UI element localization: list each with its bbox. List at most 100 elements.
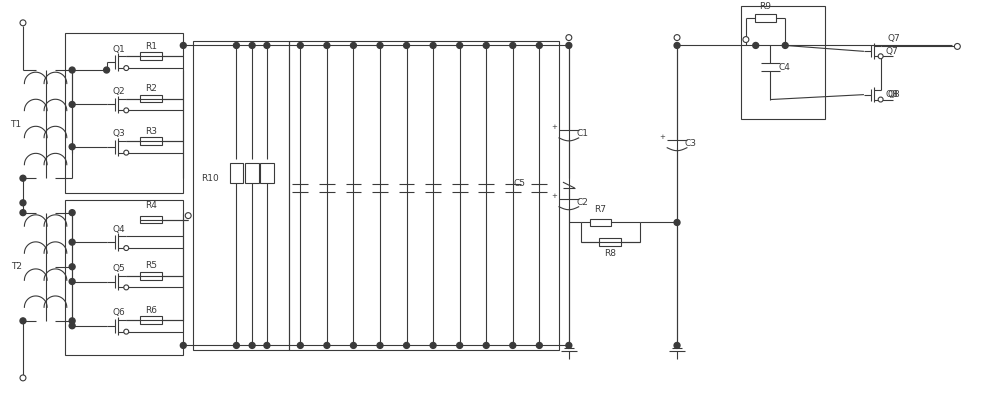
Text: C2: C2: [577, 198, 589, 208]
Circle shape: [536, 343, 542, 348]
Circle shape: [324, 42, 330, 48]
Circle shape: [264, 42, 270, 48]
Bar: [65, 200, 183, 355]
Circle shape: [878, 97, 883, 102]
Circle shape: [20, 200, 26, 206]
Circle shape: [297, 42, 303, 48]
Circle shape: [20, 20, 26, 26]
Text: R6: R6: [145, 306, 157, 314]
Bar: [741, 6, 825, 119]
Text: C3: C3: [685, 139, 697, 148]
Circle shape: [674, 343, 680, 348]
Bar: [230, 164, 243, 183]
Circle shape: [104, 67, 110, 73]
Text: T1: T1: [11, 120, 22, 129]
Circle shape: [20, 175, 26, 181]
Circle shape: [674, 219, 680, 225]
Text: +: +: [551, 124, 557, 130]
Circle shape: [483, 343, 489, 348]
Circle shape: [69, 318, 75, 324]
Circle shape: [483, 42, 489, 48]
Circle shape: [510, 42, 516, 48]
Circle shape: [457, 343, 463, 348]
Text: +: +: [551, 193, 557, 199]
Circle shape: [124, 108, 129, 113]
Text: R9: R9: [760, 2, 772, 11]
Circle shape: [457, 42, 463, 48]
Circle shape: [878, 54, 883, 59]
Circle shape: [510, 343, 516, 348]
Bar: [140, 272, 162, 280]
Text: R10: R10: [201, 174, 219, 183]
Circle shape: [124, 150, 129, 155]
Circle shape: [536, 42, 542, 48]
Circle shape: [249, 42, 255, 48]
Circle shape: [69, 239, 75, 245]
Circle shape: [297, 343, 303, 348]
Bar: [260, 164, 274, 183]
Circle shape: [350, 343, 356, 348]
Circle shape: [233, 343, 239, 348]
Text: C4: C4: [778, 63, 790, 72]
Text: Q3: Q3: [112, 129, 125, 139]
Circle shape: [377, 42, 383, 48]
Text: Q5: Q5: [112, 264, 125, 273]
Circle shape: [69, 278, 75, 284]
Circle shape: [124, 66, 129, 70]
Bar: [140, 52, 162, 60]
Circle shape: [404, 343, 410, 348]
Circle shape: [233, 42, 239, 48]
Text: C5: C5: [514, 179, 526, 188]
Circle shape: [430, 343, 436, 348]
Text: Q1: Q1: [112, 45, 125, 54]
Text: R2: R2: [145, 84, 157, 93]
Circle shape: [69, 323, 75, 329]
Circle shape: [185, 213, 191, 219]
Text: R1: R1: [145, 42, 157, 51]
Circle shape: [180, 42, 186, 48]
Circle shape: [69, 264, 75, 270]
Text: R8: R8: [604, 249, 616, 259]
Bar: [65, 32, 183, 193]
Bar: [140, 316, 162, 324]
Circle shape: [324, 343, 330, 348]
Circle shape: [20, 318, 26, 324]
Text: +: +: [659, 134, 665, 140]
Text: Q7: Q7: [887, 34, 900, 43]
Circle shape: [566, 34, 572, 40]
Circle shape: [124, 329, 129, 334]
Circle shape: [69, 144, 75, 150]
Text: Q4: Q4: [112, 225, 125, 234]
Text: Q7: Q7: [886, 47, 898, 56]
Text: T2: T2: [11, 262, 22, 271]
Circle shape: [566, 343, 572, 348]
Text: R7: R7: [594, 205, 606, 214]
Text: C1: C1: [577, 129, 589, 139]
Circle shape: [753, 42, 759, 48]
Circle shape: [124, 246, 129, 251]
Bar: [140, 215, 162, 223]
Circle shape: [782, 42, 788, 48]
Bar: [590, 219, 611, 227]
Bar: [140, 95, 162, 103]
Bar: [599, 238, 621, 246]
Circle shape: [674, 34, 680, 40]
Circle shape: [566, 42, 572, 48]
Text: R4: R4: [145, 201, 157, 210]
Circle shape: [69, 101, 75, 107]
Text: R5: R5: [145, 261, 157, 270]
Bar: [140, 137, 162, 145]
Circle shape: [350, 42, 356, 48]
Circle shape: [430, 42, 436, 48]
Circle shape: [264, 343, 270, 348]
Bar: [245, 164, 259, 183]
Bar: [755, 14, 776, 22]
Circle shape: [69, 210, 75, 215]
Circle shape: [180, 343, 186, 348]
Bar: [193, 40, 289, 350]
Circle shape: [249, 343, 255, 348]
Text: Q6: Q6: [112, 308, 125, 318]
Circle shape: [124, 285, 129, 290]
Circle shape: [69, 67, 75, 73]
Text: R3: R3: [145, 126, 157, 135]
